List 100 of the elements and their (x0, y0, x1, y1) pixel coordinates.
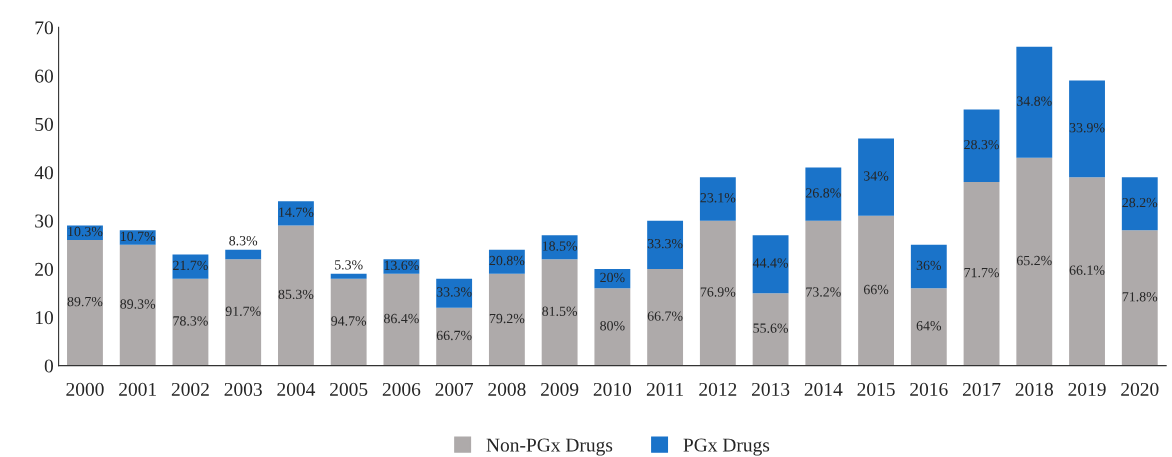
x-tick-label: 2014 (804, 382, 843, 396)
x-tick-label: 2011 (646, 382, 684, 396)
annotation: 23.1% (700, 193, 736, 203)
annotation: 66.1% (1069, 265, 1105, 275)
bar (858, 215, 894, 366)
annotation: 76.9% (700, 287, 736, 297)
x-tick-label: 2005 (330, 382, 368, 396)
bar (278, 201, 314, 226)
annotation: 66.7% (436, 330, 472, 341)
annotation: 73.2% (806, 287, 841, 297)
annotation: 34.8% (1017, 96, 1052, 106)
x-tick-label: 2015 (857, 382, 895, 396)
bar (910, 288, 947, 366)
bar (699, 220, 736, 366)
x-tick-label: 2001 (119, 382, 156, 396)
x-tick-label: 2012 (699, 382, 737, 396)
bar (752, 293, 789, 366)
annotation: 18.5% (542, 241, 578, 251)
bar (594, 288, 631, 366)
y-tick-label: 20 (35, 262, 53, 276)
y-tick-label: 70 (35, 21, 53, 35)
annotation: 65.2% (1016, 255, 1052, 266)
y-tick-label: 40 (34, 166, 53, 180)
x-tick-label: 2018 (1015, 382, 1053, 396)
bar (805, 220, 842, 366)
bar (225, 249, 262, 260)
annotation: 81.5% (542, 306, 578, 316)
annotation: 89.3% (120, 299, 156, 309)
annotation: 55.6% (753, 323, 789, 333)
bar (805, 167, 842, 221)
bar (1121, 177, 1158, 231)
bar (436, 278, 473, 308)
x-tick-label: 2003 (224, 382, 262, 396)
annotation: 79.2% (489, 313, 525, 324)
annotation: 89.7% (67, 296, 103, 307)
annotation: 20.8% (489, 255, 525, 266)
bar (1069, 80, 1105, 178)
x-tick-label: 2020 (1121, 382, 1159, 396)
bar (330, 278, 367, 366)
bar (963, 182, 1000, 366)
x-tick-label: 2017 (962, 382, 1001, 396)
x-tick-label: 2009 (541, 382, 579, 396)
bar (699, 177, 736, 221)
y-tick-label: 0 (44, 359, 53, 373)
annotation: 86.4% (384, 313, 419, 324)
y-tick-label: 50 (35, 117, 53, 131)
annotation: 20% (600, 272, 625, 283)
bar (225, 259, 262, 366)
y-tick-label: 60 (35, 69, 53, 83)
legend-label: PGx Drugs (683, 438, 770, 456)
x-tick-label: 2010 (593, 382, 632, 396)
bar (858, 138, 894, 216)
annotation: 33.3% (647, 238, 683, 249)
bar (488, 249, 525, 274)
x-tick-label: 2013 (752, 382, 790, 396)
bar (910, 244, 947, 289)
annotation: 26.8% (806, 188, 841, 198)
y-tick-label: 30 (35, 214, 53, 228)
annotation: 91.7% (225, 306, 261, 316)
annotation: 14.7% (279, 207, 314, 217)
bar (647, 220, 684, 269)
bar (488, 273, 525, 366)
annotation: 28.2% (1122, 197, 1158, 208)
bar (752, 235, 789, 294)
bar (67, 239, 103, 366)
annotation: 5.3% (335, 260, 363, 270)
x-tick-label: 2002 (171, 382, 209, 396)
bar (383, 273, 420, 366)
y-tick-label: 10 (36, 311, 53, 325)
bar (541, 259, 578, 366)
bar (436, 307, 473, 366)
bar (963, 109, 1000, 183)
bar (119, 244, 156, 366)
bar (1069, 177, 1105, 366)
annotation: 10.7% (120, 231, 156, 242)
x-tick-label: 2019 (1068, 382, 1106, 396)
annotation: 13.6% (384, 260, 419, 271)
annotation: 33.3% (436, 287, 472, 297)
annotation: 33.9% (1069, 122, 1105, 133)
bar (1016, 46, 1053, 158)
annotation: 21.7% (173, 260, 208, 271)
bar (172, 254, 209, 279)
annotation: 34% (864, 171, 889, 181)
annotation: 85.3% (278, 289, 314, 300)
annotation: 80% (600, 321, 625, 331)
bar (1016, 157, 1053, 366)
annotation: 10.3% (68, 226, 103, 237)
annotation: 64% (916, 321, 942, 331)
x-tick-label: 2006 (382, 382, 421, 396)
bar (330, 273, 367, 279)
annotation: 8.3% (229, 236, 258, 246)
annotation: 36% (916, 260, 942, 271)
x-tick-label: 2008 (488, 382, 526, 396)
bar (1121, 230, 1158, 366)
bar (172, 278, 209, 366)
x-tick-label: 2000 (66, 382, 104, 396)
annotation: 28.3% (964, 139, 1000, 150)
legend-label: Non-PGx Drugs (486, 438, 613, 456)
annotation: 94.7% (331, 316, 367, 326)
bar (647, 268, 684, 366)
